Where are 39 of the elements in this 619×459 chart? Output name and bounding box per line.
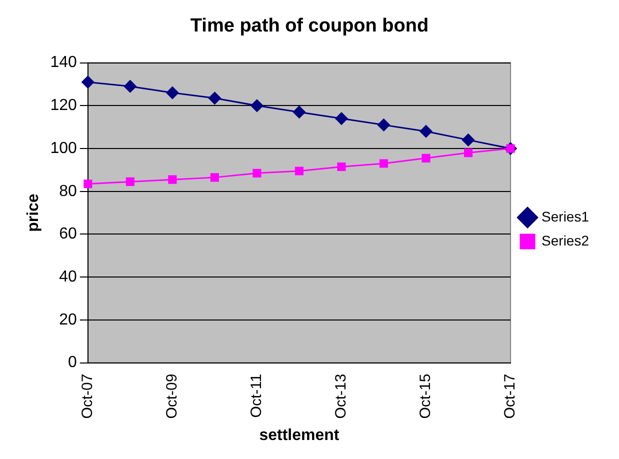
- y-tick-label: 80: [59, 182, 77, 200]
- point: [124, 80, 136, 93]
- y-tick-label: 120: [50, 97, 77, 114]
- point: [84, 180, 92, 188]
- y-tick-label: 140: [50, 54, 77, 72]
- point: [335, 112, 348, 125]
- x-tick-label: Oct-15: [417, 374, 434, 419]
- x-tick-label: Oct-09: [164, 374, 181, 419]
- point: [462, 134, 475, 146]
- y-tick-label: 40: [59, 268, 77, 286]
- point: [379, 159, 388, 168]
- point: [252, 168, 262, 178]
- point: [166, 86, 179, 100]
- x-tick-label: Oct-13: [332, 374, 350, 419]
- chart-title: Time path of coupon bond: [190, 16, 429, 37]
- y-axis-title: price: [25, 194, 42, 232]
- point: [250, 99, 264, 112]
- x-tick-label: Oct-17: [502, 374, 519, 419]
- point: [208, 92, 221, 104]
- point: [422, 154, 430, 162]
- point: [168, 175, 177, 184]
- point: [126, 177, 134, 186]
- point: [377, 118, 390, 132]
- legend-label: Series1: [542, 208, 590, 224]
- point: [294, 166, 304, 176]
- y-tick-label: 60: [59, 226, 77, 243]
- point: [210, 173, 219, 182]
- x-tick-label: Oct-11: [248, 374, 266, 418]
- x-axis-title: settlement: [259, 426, 340, 444]
- y-tick-label: 0: [68, 354, 77, 372]
- point: [82, 76, 94, 88]
- point: [337, 162, 346, 172]
- x-tick-label: Oct-07: [79, 374, 96, 419]
- y-tick-label: 20: [59, 311, 77, 328]
- point: [420, 125, 432, 138]
- point: [292, 106, 306, 118]
- point: [464, 148, 473, 158]
- y-tick-label: 100: [50, 140, 77, 157]
- legend-label: Series2: [542, 232, 590, 248]
